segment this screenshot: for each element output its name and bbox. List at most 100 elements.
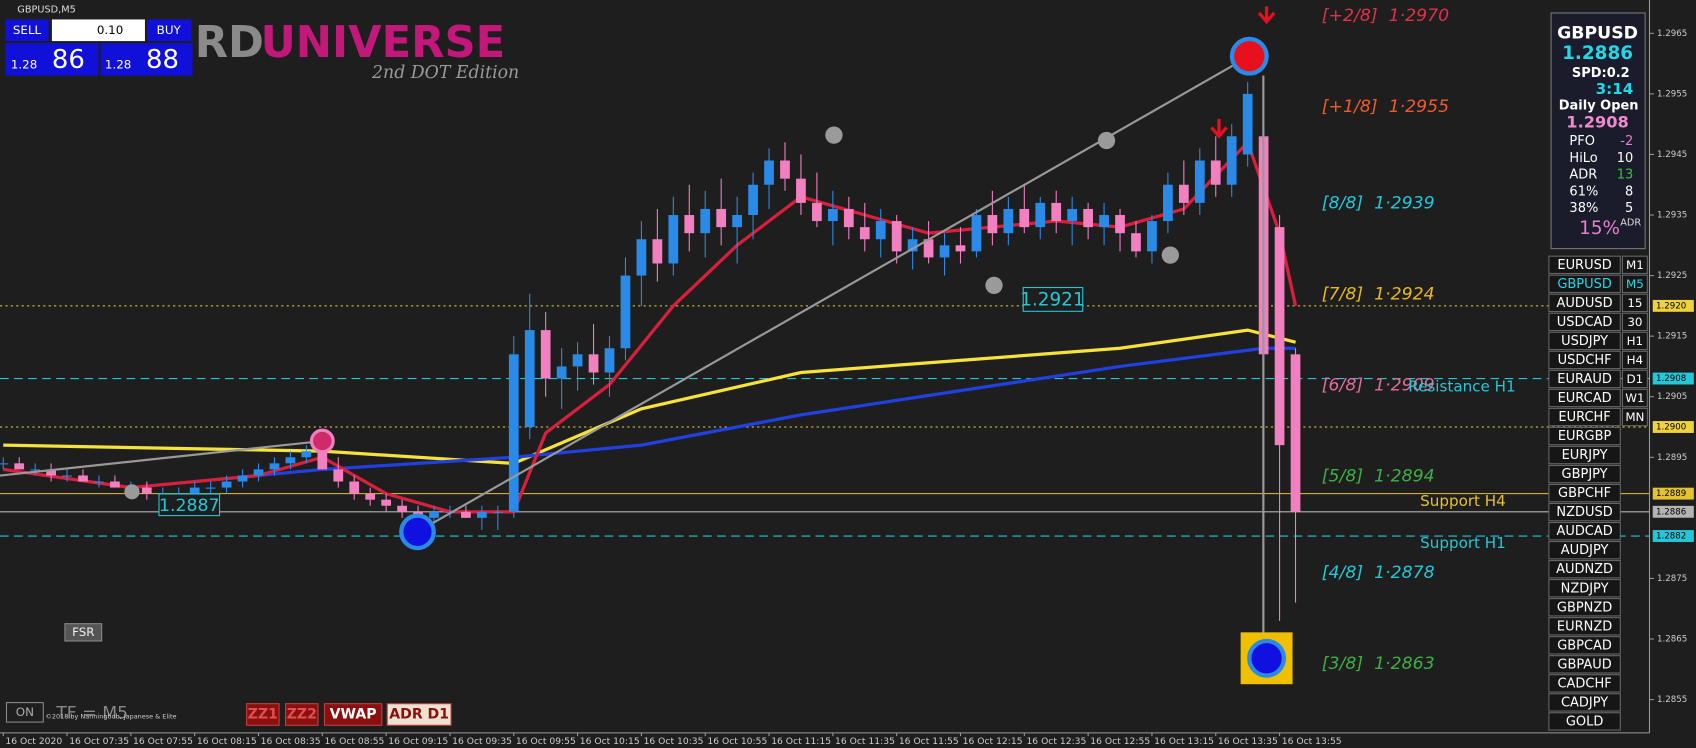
symbol-button[interactable] bbox=[1548, 502, 1621, 522]
candle-body bbox=[987, 215, 998, 234]
signal-circle bbox=[309, 428, 335, 454]
candle-body bbox=[843, 208, 854, 228]
candle-body bbox=[668, 215, 679, 264]
candle-body bbox=[827, 208, 838, 222]
candle-body bbox=[716, 208, 727, 228]
symbol-button[interactable] bbox=[1548, 693, 1621, 712]
info-panel bbox=[1550, 12, 1646, 250]
info-timer: 3:14 bbox=[1596, 80, 1634, 98]
symbol-button[interactable] bbox=[1548, 674, 1621, 693]
pivot-dot bbox=[1097, 131, 1116, 150]
indicator-button[interactable] bbox=[323, 703, 383, 726]
indicator-button[interactable] bbox=[285, 703, 319, 726]
symbol-label: EURJPY bbox=[1562, 448, 1608, 463]
timeframe-label: H4 bbox=[1627, 353, 1644, 367]
candle-body bbox=[1163, 184, 1173, 222]
tf-label: TF = M5 bbox=[55, 703, 128, 723]
candle-body bbox=[923, 239, 934, 258]
x-tick-label: 16 Oct 13:55 bbox=[1282, 736, 1342, 747]
info-row-label: ADR bbox=[1569, 168, 1597, 183]
symbol-button[interactable] bbox=[1548, 388, 1621, 408]
indicator-button[interactable] bbox=[246, 703, 280, 726]
symbol-button[interactable] bbox=[1548, 331, 1621, 351]
y-tick-label: 1.2915 bbox=[1657, 332, 1687, 342]
symbol-button[interactable] bbox=[1548, 426, 1621, 446]
candle-body bbox=[875, 221, 886, 240]
timeframe-button[interactable] bbox=[1621, 388, 1648, 408]
symbol-label: GBPCAD bbox=[1557, 638, 1612, 653]
symbol-label: EURNZD bbox=[1557, 619, 1612, 634]
candle-body bbox=[764, 160, 774, 185]
toggle-button[interactable] bbox=[5, 702, 44, 723]
x-tick-label: 16 Oct 07:55 bbox=[133, 736, 193, 747]
ask-box[interactable] bbox=[100, 43, 193, 76]
symbol-button[interactable] bbox=[1548, 445, 1621, 465]
symbol-button[interactable] bbox=[1548, 655, 1621, 674]
sell-button[interactable] bbox=[5, 19, 49, 42]
symbol-button[interactable] bbox=[1548, 712, 1621, 731]
candle-body bbox=[859, 227, 870, 240]
candle-body bbox=[461, 511, 471, 518]
symbol-button[interactable] bbox=[1548, 617, 1621, 636]
candle-body bbox=[46, 469, 56, 476]
symbol-button[interactable] bbox=[1548, 369, 1621, 389]
y-tick-label: 1.2925 bbox=[1657, 271, 1687, 281]
candle-body bbox=[684, 215, 695, 234]
symbol-button[interactable] bbox=[1548, 579, 1621, 598]
symbol-button[interactable] bbox=[1548, 560, 1621, 579]
price-level-label: 1.2920 bbox=[1656, 301, 1686, 311]
symbol-button[interactable] bbox=[1548, 312, 1621, 332]
symbol-button[interactable] bbox=[1548, 541, 1621, 560]
symbol-label: GBPNZD bbox=[1557, 600, 1612, 615]
x-tick-label: 16 Oct 09:15 bbox=[388, 736, 448, 747]
x-tick-label: 16 Oct 12:15 bbox=[963, 736, 1023, 747]
symbol-button[interactable] bbox=[1548, 350, 1621, 370]
bid-box[interactable] bbox=[5, 43, 99, 76]
candle-body bbox=[732, 215, 742, 228]
timeframe-button[interactable] bbox=[1621, 369, 1648, 389]
candle-body bbox=[381, 499, 392, 506]
timeframe-button[interactable] bbox=[1621, 274, 1648, 294]
timeframe-button[interactable] bbox=[1621, 331, 1648, 351]
timeframe-button[interactable] bbox=[1621, 255, 1648, 275]
info-symbol: GBPUSD bbox=[1557, 24, 1638, 44]
symbol-button[interactable] bbox=[1548, 521, 1621, 541]
candle-body bbox=[780, 160, 790, 179]
timeframe-button[interactable] bbox=[1621, 293, 1648, 313]
candle-body bbox=[221, 481, 232, 488]
price-box-label: 1.2887 bbox=[159, 496, 220, 516]
timeframe-button[interactable] bbox=[1621, 312, 1648, 332]
timeframe-button[interactable] bbox=[1621, 350, 1648, 370]
lots-input[interactable] bbox=[51, 19, 145, 42]
x-tick-label: 16 Oct 12:55 bbox=[1090, 736, 1150, 747]
symbol-button[interactable] bbox=[1548, 293, 1621, 313]
timeframe-label: D1 bbox=[1627, 372, 1644, 386]
signal-circle bbox=[399, 513, 436, 551]
candle-body bbox=[333, 469, 344, 482]
info-row-value: -2 bbox=[1620, 134, 1633, 149]
symbol-button[interactable] bbox=[1548, 598, 1621, 617]
timeframe-label: M1 bbox=[1626, 258, 1644, 272]
candle-body bbox=[1099, 215, 1109, 228]
candle-body bbox=[524, 330, 535, 428]
info-row-label: 61% bbox=[1569, 184, 1598, 199]
support-label: Support H4 bbox=[1420, 492, 1506, 510]
candle-body bbox=[1019, 208, 1030, 228]
symbol-button[interactable] bbox=[1548, 483, 1621, 503]
price-level-box bbox=[1652, 299, 1694, 312]
candle-body bbox=[1003, 208, 1014, 234]
symbol-button[interactable] bbox=[1548, 407, 1621, 427]
symbol-button[interactable] bbox=[1548, 636, 1621, 655]
candle-body bbox=[556, 366, 567, 379]
x-tick-label: 16 Oct 13:15 bbox=[1154, 736, 1214, 747]
symbol-button[interactable] bbox=[1548, 274, 1621, 294]
indicator-button[interactable] bbox=[386, 703, 452, 726]
candle-body bbox=[652, 239, 663, 264]
copyright: ©2018 by Nanningbob, Japanese & Elite bbox=[45, 713, 176, 721]
symbol-button[interactable] bbox=[1548, 255, 1621, 275]
buy-button[interactable] bbox=[147, 19, 192, 42]
timeframe-button[interactable] bbox=[1621, 407, 1648, 427]
fsr-button[interactable] bbox=[64, 623, 103, 642]
symbol-button[interactable] bbox=[1548, 464, 1621, 484]
